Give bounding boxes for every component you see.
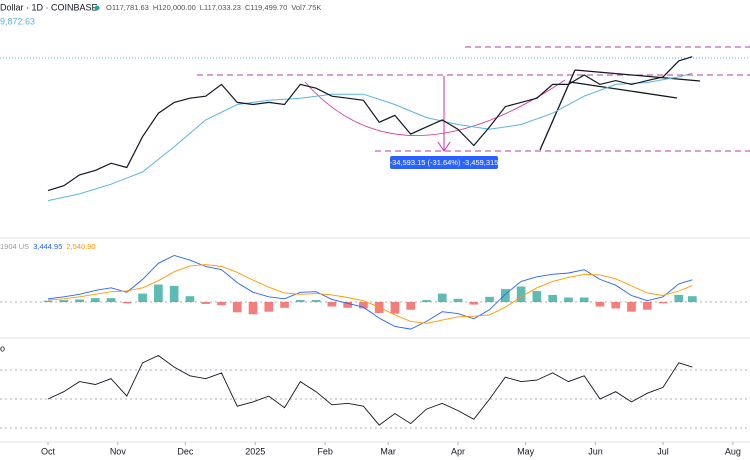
measure-arrow-head [437,141,451,152]
header-values: O117,781.63 H120,000.00 L117,033.23 C119,49… [106,3,321,12]
x-tick-label: Jun [588,446,603,456]
moving-average [47,72,693,202]
histogram-bar [295,300,305,302]
rsi-line [47,354,693,426]
macd-legend-value: 3,444.95 [33,242,62,251]
histogram-bar [264,302,274,312]
macd-line [47,255,693,330]
histogram-bar [642,302,652,310]
status-dot [94,5,100,11]
macd-line [47,264,693,324]
rsi-label: o [0,343,5,353]
histogram-bar [232,302,242,313]
trend-line [569,81,678,99]
histogram-bar [453,298,463,302]
header-value: C119,499.70 [245,3,287,12]
ma-value: 9,872.63 [0,16,35,26]
histogram-bar [627,302,636,312]
histogram-bar [658,302,668,304]
histogram-bar [185,296,195,302]
histogram-bar [516,286,526,302]
histogram-bar [485,296,494,302]
histogram-bar [217,302,226,306]
header-value: H120,000.00 [153,3,196,12]
header-value: Vol7.75K [291,3,321,12]
histogram-bar [500,289,510,302]
histogram-bar [154,284,163,302]
histogram-bar [548,294,557,302]
x-tick-label: May [517,446,535,456]
histogram-bar [327,302,337,307]
x-tick-label: Mar [380,446,396,456]
histogram-bar [311,300,321,302]
header-value: O117,781.63 [106,3,149,12]
price-line-series [47,56,693,192]
histogram-bar [169,285,179,302]
histogram-bar [280,302,289,308]
histogram-bar [422,300,431,302]
trend-line [574,69,701,82]
histogram-bar [469,302,479,305]
header-value: L117,033.23 [200,3,241,12]
x-tick-label: 2025 [245,446,265,456]
x-tick-label: Dec [177,446,194,456]
histogram-bar [122,302,132,304]
macd-legend-value: 2,540.90 [66,242,95,251]
x-tick-label: Nov [110,446,127,456]
histogram-bar [248,302,258,315]
histogram-bar [579,297,589,302]
histogram-bar [390,302,400,314]
cup-curve [304,79,566,136]
histogram-bar [532,291,542,302]
x-tick-label: Aug [725,446,741,456]
histogram-bar [43,300,53,302]
histogram-bar [674,294,684,302]
histogram-bar [201,302,211,304]
histogram-bar [595,302,605,307]
measure-label: -34,593.15 (-31.64%) -3,459,315 [390,158,499,167]
histogram-bar [359,302,368,309]
histogram-bar [343,302,352,308]
histogram-bar [90,298,100,302]
x-tick-label: Jul [657,446,669,456]
histogram-bar [106,298,116,302]
symbol-title: Dollar · 1D · COINBASE [0,2,98,12]
x-tick-label: Feb [317,446,333,456]
histogram-bar [75,299,84,302]
macd-legend: 1904 US 3,444.95 2,540.90 [0,242,96,251]
x-tick-label: Oct [41,446,56,456]
measure-label-box [390,156,498,169]
histogram-bar [437,293,447,302]
histogram-bar [138,293,147,302]
x-tick-label: Apr [451,446,465,456]
histogram-bar [59,300,69,302]
histogram-bar [687,296,697,302]
histogram-bar [611,302,621,309]
histogram-bar [564,297,573,302]
macd-legend-value: 1904 US [0,242,29,251]
histogram-bar [406,302,416,310]
